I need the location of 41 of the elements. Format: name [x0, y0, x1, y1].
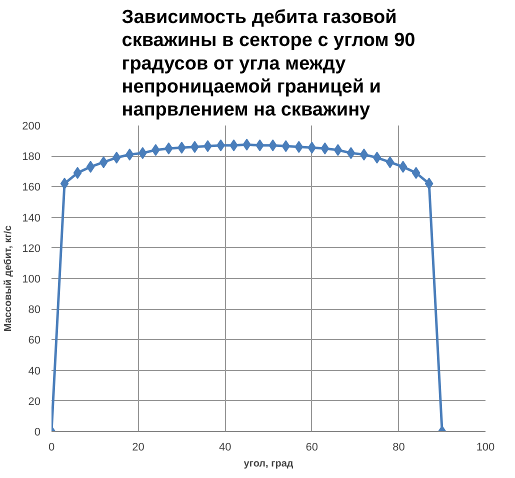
y-tick-label: 80	[28, 304, 41, 316]
y-tick-label: 140	[22, 212, 41, 224]
y-tick-label: 180	[22, 151, 41, 164]
x-axis-title: угол, град	[244, 458, 294, 470]
point	[398, 160, 408, 173]
point	[151, 144, 160, 156]
x-tick-label: 0	[48, 442, 55, 454]
y-axis-title: Массовый дебит, кг/с	[3, 224, 14, 332]
point	[125, 148, 134, 161]
y-tick-label: 100	[22, 274, 41, 286]
chart-title: Зависимость дебита газовой скважины в секторе с углом 90 градусов от угла между непроницаемой границей и напрвлением на скважину	[122, 7, 416, 120]
x-tick-label: 20	[132, 442, 144, 454]
point	[412, 166, 420, 179]
point	[294, 140, 304, 153]
point	[112, 152, 121, 164]
point	[334, 144, 342, 156]
point	[86, 160, 95, 173]
point	[60, 178, 69, 190]
point	[73, 166, 82, 179]
x-tick-label: 80	[392, 442, 405, 454]
y-tick-label: 60	[28, 334, 41, 347]
point	[360, 148, 368, 161]
y-tick-label: 200	[22, 120, 41, 132]
point	[346, 147, 356, 160]
x-tick-label: 60	[306, 442, 318, 454]
y-tick-label: 120	[22, 242, 41, 255]
point	[138, 147, 147, 160]
point	[320, 142, 330, 154]
y-tick-label: 20	[28, 396, 41, 408]
point	[99, 156, 108, 168]
y-tick-label: 40	[28, 365, 41, 378]
x-tick-label: 100	[476, 442, 495, 454]
point	[268, 139, 278, 152]
point	[282, 140, 290, 152]
point	[386, 156, 394, 168]
y-tick-label: 160	[22, 182, 41, 194]
point	[424, 178, 434, 190]
point	[372, 152, 382, 164]
point	[308, 142, 316, 154]
x-tick-label: 40	[218, 442, 232, 454]
y-tick-label: 0	[34, 426, 41, 438]
